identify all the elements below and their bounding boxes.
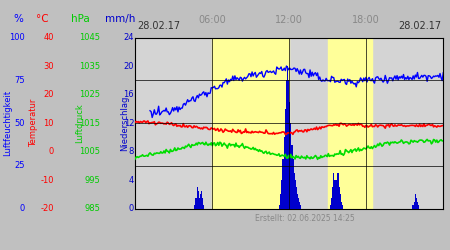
Bar	[341, 202, 342, 209]
Text: Erstellt: 02.06.2025 14:25: Erstellt: 02.06.2025 14:25	[255, 214, 355, 223]
Text: 1045: 1045	[79, 33, 100, 42]
Bar	[417, 202, 418, 209]
Bar	[414, 202, 415, 209]
Text: 20: 20	[44, 90, 54, 99]
Text: Temperatur: Temperatur	[29, 99, 38, 147]
Text: 50: 50	[14, 119, 25, 128]
Text: 40: 40	[44, 33, 54, 42]
Text: 12: 12	[124, 119, 134, 128]
Bar	[280, 194, 282, 209]
Text: 8: 8	[129, 147, 134, 156]
Bar	[291, 144, 293, 209]
Text: 28.02.17: 28.02.17	[137, 21, 180, 31]
Bar	[198, 191, 199, 209]
Bar	[337, 173, 339, 209]
Bar	[288, 80, 289, 209]
Bar	[334, 180, 336, 209]
Bar	[297, 198, 299, 209]
Bar	[293, 173, 295, 209]
Bar	[331, 198, 332, 209]
Text: 1025: 1025	[79, 90, 100, 99]
Text: 1035: 1035	[79, 62, 100, 70]
Bar	[200, 194, 201, 209]
Text: 28.02.17: 28.02.17	[398, 21, 441, 31]
Bar	[300, 205, 301, 209]
Bar	[287, 66, 288, 209]
Text: 20: 20	[124, 62, 134, 70]
Text: °C: °C	[36, 14, 49, 24]
Bar	[289, 102, 290, 209]
Text: 10: 10	[44, 119, 54, 128]
Text: mm/h: mm/h	[105, 14, 136, 24]
Bar	[281, 180, 283, 209]
Bar	[195, 198, 197, 209]
Bar	[338, 187, 340, 209]
Text: 985: 985	[84, 204, 100, 213]
Bar	[203, 205, 204, 209]
Text: Luftfeuchtigkeit: Luftfeuchtigkeit	[3, 90, 12, 156]
Text: 16: 16	[123, 90, 134, 99]
Text: %: %	[13, 14, 23, 24]
Text: 18:00: 18:00	[352, 15, 380, 25]
Text: 1005: 1005	[79, 147, 100, 156]
Bar	[283, 159, 284, 209]
Text: 0: 0	[49, 147, 54, 156]
Bar	[416, 198, 417, 209]
Bar	[413, 205, 414, 209]
Bar	[294, 180, 296, 209]
Bar	[292, 159, 294, 209]
Bar	[212, 38, 289, 209]
Text: 1015: 1015	[79, 119, 100, 128]
Bar	[284, 138, 285, 209]
Bar	[199, 198, 200, 209]
Text: 30: 30	[43, 62, 54, 70]
Bar	[197, 187, 198, 209]
Bar	[297, 194, 298, 209]
Bar	[201, 191, 203, 209]
Text: 4: 4	[129, 176, 134, 185]
Bar	[202, 198, 203, 209]
Bar	[330, 205, 331, 209]
Bar	[333, 173, 334, 209]
Bar	[336, 180, 338, 209]
Text: 25: 25	[14, 162, 25, 170]
Text: hPa: hPa	[71, 14, 90, 24]
Text: 06:00: 06:00	[198, 15, 226, 25]
Text: 24: 24	[124, 33, 134, 42]
Bar	[299, 202, 300, 209]
Text: 0: 0	[129, 204, 134, 213]
Text: -20: -20	[40, 204, 54, 213]
Bar	[284, 109, 286, 209]
Text: 100: 100	[9, 33, 25, 42]
Text: Niederschlag: Niederschlag	[121, 96, 130, 151]
Bar	[335, 187, 337, 209]
Bar	[295, 187, 297, 209]
Bar	[414, 194, 416, 209]
Bar	[194, 205, 196, 209]
Bar	[290, 123, 292, 209]
Text: 12:00: 12:00	[275, 15, 303, 25]
Bar	[342, 205, 343, 209]
Bar	[328, 38, 372, 209]
Bar	[332, 187, 333, 209]
Text: Luftdruck: Luftdruck	[76, 103, 85, 143]
Bar	[339, 194, 341, 209]
Bar	[286, 80, 287, 209]
Bar	[279, 205, 281, 209]
Text: 75: 75	[14, 76, 25, 85]
Text: -10: -10	[40, 176, 54, 185]
Bar	[418, 205, 419, 209]
Text: 995: 995	[84, 176, 100, 185]
Text: 0: 0	[19, 204, 25, 213]
